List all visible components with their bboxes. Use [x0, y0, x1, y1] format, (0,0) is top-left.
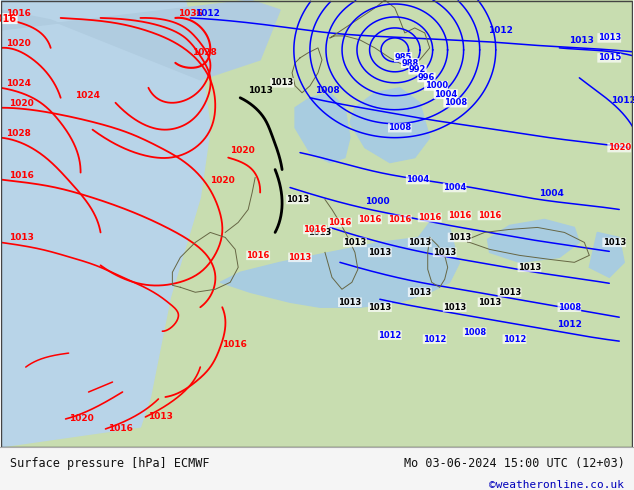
Text: 1013: 1013 — [288, 253, 312, 262]
Text: 1013: 1013 — [287, 195, 309, 204]
Text: 1020: 1020 — [68, 414, 93, 423]
Text: 1016: 1016 — [328, 218, 352, 227]
Text: 1024: 1024 — [6, 79, 31, 88]
Text: 1016: 1016 — [478, 211, 501, 220]
Polygon shape — [1, 0, 210, 447]
Text: 1004: 1004 — [434, 90, 457, 98]
Text: 1020: 1020 — [210, 175, 235, 185]
Text: 1013: 1013 — [408, 238, 431, 247]
Text: 1013: 1013 — [148, 412, 173, 421]
Text: 988: 988 — [401, 58, 418, 68]
Text: Mo 03-06-2024 15:00 UTC (12+03): Mo 03-06-2024 15:00 UTC (12+03) — [404, 457, 624, 470]
Text: 1036: 1036 — [178, 9, 204, 18]
Polygon shape — [488, 220, 579, 262]
Text: 1016: 1016 — [0, 14, 17, 24]
Text: 1013: 1013 — [271, 78, 294, 87]
Text: 1016: 1016 — [358, 215, 382, 224]
Text: 1008: 1008 — [315, 86, 340, 95]
Text: 1008: 1008 — [388, 123, 411, 132]
Text: 1013: 1013 — [603, 238, 626, 247]
Text: 1012: 1012 — [503, 335, 526, 343]
Text: 1012: 1012 — [378, 331, 401, 340]
Text: 1020: 1020 — [230, 146, 255, 155]
Text: 1013: 1013 — [598, 33, 621, 43]
Polygon shape — [415, 222, 455, 262]
Text: 1004: 1004 — [443, 183, 466, 192]
Polygon shape — [295, 93, 350, 163]
Text: 1012: 1012 — [557, 320, 582, 329]
Text: 1012: 1012 — [423, 335, 446, 343]
Text: 1008: 1008 — [558, 303, 581, 312]
Text: 1012: 1012 — [195, 9, 220, 18]
Text: 1013: 1013 — [308, 228, 332, 237]
Text: 1004: 1004 — [540, 189, 564, 197]
Text: 996: 996 — [418, 73, 435, 82]
Text: 1013: 1013 — [448, 233, 471, 242]
Text: 1013: 1013 — [9, 233, 34, 243]
Text: 1016: 1016 — [388, 215, 411, 224]
Text: 1016: 1016 — [303, 225, 327, 234]
Text: 1013: 1013 — [518, 263, 541, 272]
Text: 1008: 1008 — [444, 98, 467, 107]
Text: 1013: 1013 — [368, 303, 391, 312]
Polygon shape — [1, 0, 280, 80]
Text: 1012: 1012 — [611, 96, 634, 105]
Text: 1013: 1013 — [433, 248, 456, 257]
Text: 1000: 1000 — [365, 197, 389, 206]
Text: 1028: 1028 — [6, 129, 30, 138]
Text: 985: 985 — [394, 52, 411, 62]
Text: ©weatheronline.co.uk: ©weatheronline.co.uk — [489, 480, 624, 490]
Text: 1013: 1013 — [498, 288, 521, 297]
Text: 1013: 1013 — [339, 298, 361, 307]
Text: 1013: 1013 — [478, 298, 501, 307]
Text: 1015: 1015 — [598, 53, 621, 62]
Text: Surface pressure [hPa] ECMWF: Surface pressure [hPa] ECMWF — [10, 457, 209, 470]
Text: 1004: 1004 — [406, 175, 429, 184]
Text: 1024: 1024 — [75, 91, 100, 100]
Text: 1013: 1013 — [343, 238, 366, 247]
Text: 1020: 1020 — [9, 99, 34, 108]
Text: 1013: 1013 — [443, 303, 466, 312]
Text: 1020: 1020 — [6, 39, 30, 48]
Polygon shape — [350, 88, 430, 163]
Text: 1013: 1013 — [408, 288, 431, 297]
Text: 992: 992 — [409, 65, 426, 74]
Text: 1016: 1016 — [418, 213, 441, 222]
Text: 1000: 1000 — [425, 81, 448, 90]
Text: 1016: 1016 — [448, 211, 471, 220]
Text: 1016: 1016 — [6, 9, 30, 18]
Polygon shape — [220, 238, 460, 307]
Text: 1016: 1016 — [108, 424, 133, 433]
Text: 1008: 1008 — [463, 328, 486, 337]
Text: 1028: 1028 — [192, 48, 217, 57]
Text: 1013: 1013 — [248, 86, 273, 95]
Text: 1020: 1020 — [607, 143, 631, 152]
Text: 1016: 1016 — [9, 171, 34, 179]
Text: 1013: 1013 — [368, 248, 391, 257]
Text: 1012: 1012 — [488, 26, 512, 35]
Text: 1016: 1016 — [247, 251, 270, 260]
Text: 1013: 1013 — [569, 36, 594, 45]
Text: 1016: 1016 — [223, 340, 247, 349]
Polygon shape — [590, 232, 624, 277]
